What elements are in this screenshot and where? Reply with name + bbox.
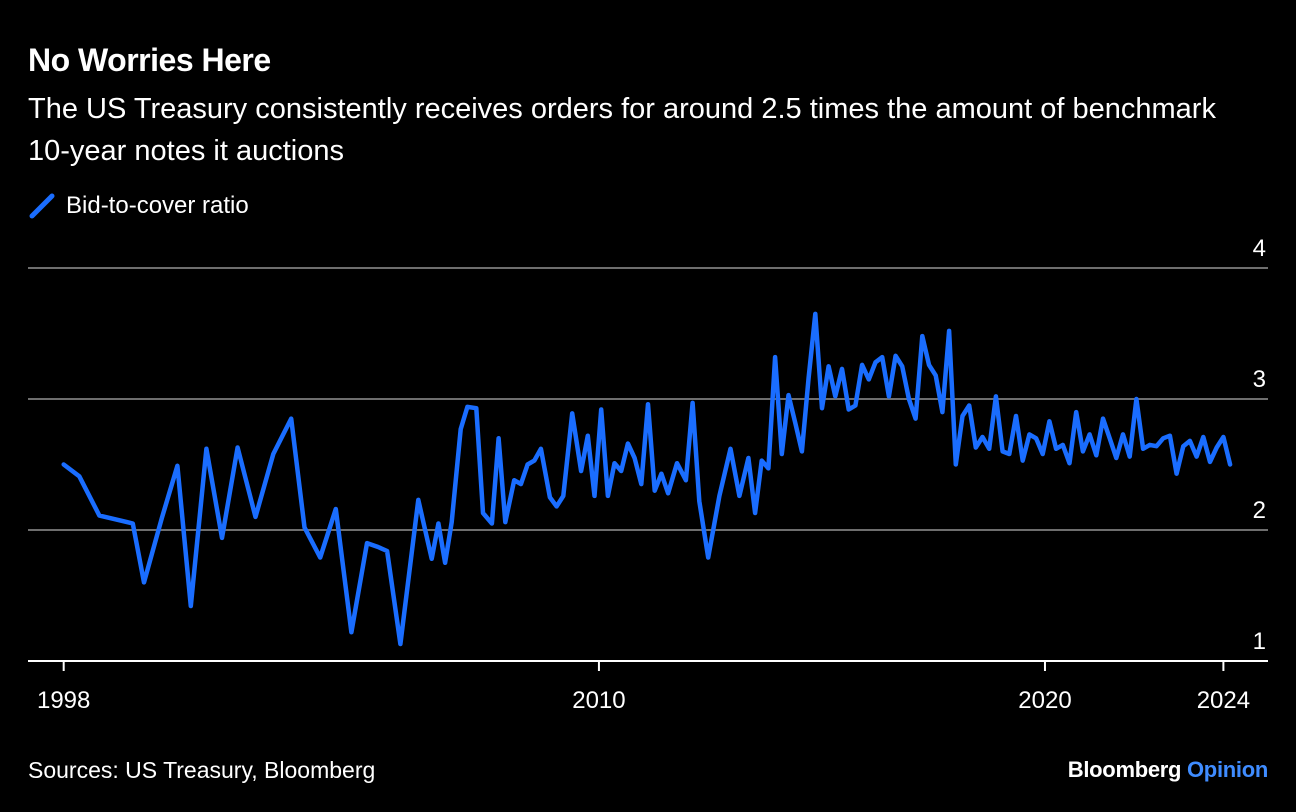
legend-line-icon [29, 193, 55, 219]
x-tick-label: 2010 [572, 687, 625, 714]
legend: Bid-to-cover ratio [28, 192, 249, 220]
series-line-bid-to-cover [61, 311, 1233, 647]
brand-suffix: Opinion [1187, 757, 1268, 782]
legend-label: Bid-to-cover ratio [66, 192, 249, 219]
source-note: Sources: US Treasury, Bloomberg [28, 757, 376, 783]
y-tick-label: 2 [1253, 497, 1266, 524]
y-tick-label: 1 [1253, 628, 1266, 655]
x-tick-label: 2020 [1018, 687, 1071, 714]
y-tick-label: 3 [1253, 366, 1266, 393]
y-tick-label: 4 [1253, 235, 1266, 262]
brand-logo: Bloomberg Opinion [1067, 757, 1269, 783]
x-tick-label: 2024 [1197, 687, 1250, 714]
chart-subtitle: The US Treasury consistently receives or… [28, 93, 1216, 167]
x-tick-label: 1998 [37, 687, 90, 714]
chart-title: No Worries Here [28, 42, 271, 78]
brand-name: Bloomberg [1067, 757, 1182, 782]
